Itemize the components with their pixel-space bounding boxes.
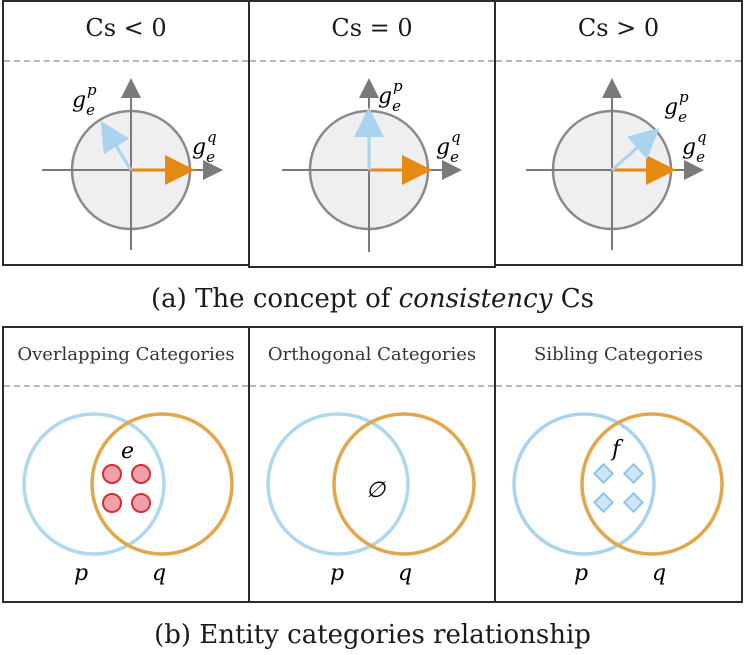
- label-p: p: [330, 561, 344, 586]
- label-q: q: [398, 561, 412, 586]
- venn-diagram: f p q: [512, 412, 724, 586]
- entity-diamond: [592, 462, 615, 485]
- entity-diamond: [622, 462, 645, 485]
- panel-orthogonal: Orthogonal Categories ∅ p q: [248, 326, 496, 603]
- label-f: f: [610, 437, 624, 462]
- entity-dot: [102, 464, 122, 484]
- entity-diamond: [622, 491, 645, 514]
- panel-title: Cs = 0: [331, 14, 413, 42]
- entity-diamond: [592, 491, 615, 514]
- set-p-circle: [266, 412, 410, 556]
- divider: [4, 385, 248, 387]
- panel-title: Overlapping Categories: [17, 344, 235, 365]
- entity-dot: [131, 493, 151, 513]
- set-q-circle: [90, 412, 234, 556]
- venn-diagram: e p q: [22, 412, 234, 586]
- caption-a-suffix: Cs: [552, 284, 594, 314]
- vector-p: [611, 128, 660, 172]
- divider: [250, 385, 494, 387]
- label-p: p: [74, 561, 88, 586]
- vector-diagram: gep geq: [282, 77, 462, 252]
- panel-cs-negative: Cs < 0 gep geq: [2, 0, 250, 266]
- vector-diagram: gep geq: [42, 78, 223, 250]
- divider: [496, 60, 741, 62]
- label-q: q: [652, 561, 666, 586]
- divider: [250, 60, 494, 62]
- entity-dot: [102, 493, 122, 513]
- panel-title: Cs > 0: [577, 14, 660, 42]
- set-p-circle: [22, 412, 166, 556]
- label-g-q: geq: [192, 128, 217, 166]
- label-empty-set: ∅: [366, 478, 386, 503]
- venn-diagram: ∅ p q: [266, 412, 476, 586]
- set-q-circle: [580, 412, 724, 556]
- caption-b: (b) Entity categories relationship: [154, 620, 591, 650]
- caption-a-italic: consistency: [398, 284, 553, 314]
- label-g-q: geq: [436, 128, 461, 166]
- panel-cs-positive: Cs > 0 gep geq: [494, 0, 743, 266]
- label-g-p: gep: [664, 88, 689, 126]
- divider: [4, 60, 248, 62]
- vector-p: [100, 120, 133, 171]
- panel-title: Orthogonal Categories: [267, 344, 477, 365]
- label-e: e: [121, 439, 134, 464]
- label-g-q: geq: [682, 128, 707, 166]
- set-p-circle: [512, 412, 656, 556]
- panel-overlapping: Overlapping Categories e p q: [2, 326, 250, 603]
- vector-diagram: gep geq: [526, 78, 707, 250]
- caption-a: (a) The concept of consistency Cs: [0, 284, 745, 314]
- divider: [496, 385, 741, 387]
- panel-sibling: Sibling Categories f p q: [494, 326, 743, 603]
- label-g-p: gep: [378, 77, 403, 115]
- label-q: q: [152, 561, 166, 586]
- label-g-p: gep: [72, 81, 97, 119]
- set-q-circle: [332, 412, 476, 556]
- panel-title: Cs < 0: [85, 14, 167, 42]
- panel-cs-zero: Cs = 0 gep geq: [248, 0, 496, 268]
- label-p: p: [574, 561, 588, 586]
- panel-title: Sibling Categories: [534, 344, 703, 365]
- entity-dot: [131, 464, 151, 484]
- caption-a-prefix: (a) The concept of: [151, 284, 399, 314]
